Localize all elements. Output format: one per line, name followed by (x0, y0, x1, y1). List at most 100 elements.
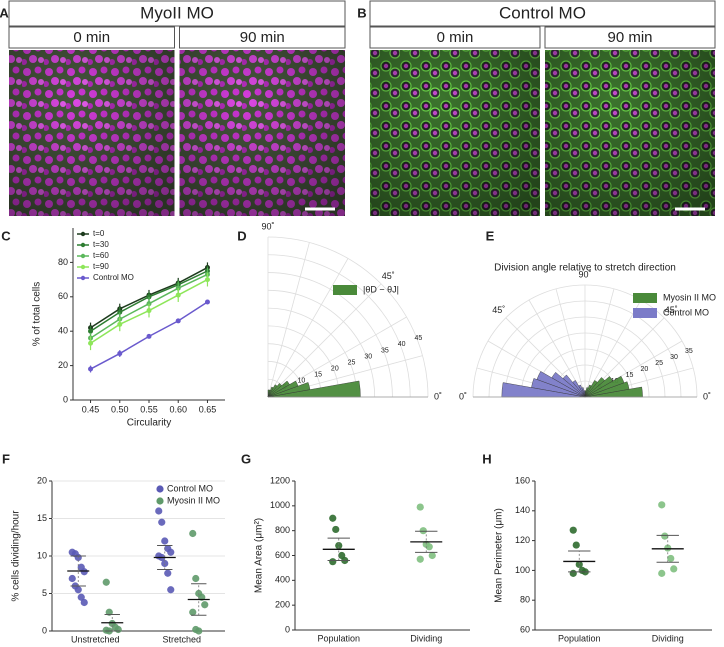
point (117, 321, 123, 327)
point (416, 503, 424, 511)
x-tick-label: Stretched (162, 634, 201, 644)
r-tick-label: 25 (348, 359, 356, 366)
y-tick-label: 400 (275, 575, 290, 585)
point (419, 527, 427, 535)
point (146, 308, 152, 314)
ring (267, 325, 340, 398)
wedge (584, 380, 598, 398)
point (329, 514, 337, 522)
y-axis-label: % cells dividing/hour (11, 510, 22, 602)
spoke (267, 258, 349, 398)
legend-marker (156, 497, 164, 505)
ring (472, 284, 698, 398)
wedge (584, 387, 589, 398)
point (575, 560, 583, 569)
y-tick-label: 1200 (270, 475, 290, 485)
point (80, 568, 88, 576)
r-tick-label: 30 (670, 354, 678, 361)
point (204, 277, 210, 283)
y-tick-label: 0 (285, 624, 290, 634)
point (158, 518, 166, 526)
point (88, 328, 94, 334)
frame-box (369, 26, 541, 49)
point (68, 574, 76, 583)
panel-letter: F (2, 451, 10, 466)
spoke (584, 288, 615, 398)
point (335, 541, 343, 550)
angle-tick-label: 45˚ (382, 271, 395, 281)
point (175, 292, 181, 298)
angle-tick-label: 0˚ (434, 391, 442, 401)
y-axis-label: % of total cells (32, 282, 43, 346)
legend-marker (80, 231, 86, 237)
micrograph-shade (370, 50, 540, 216)
frame-box (179, 26, 346, 49)
chart-title: Division angle relative to stretch direc… (494, 263, 676, 274)
r-tick-label: 45 (414, 335, 422, 342)
angle-tick-label: 0˚ (703, 391, 711, 401)
y-tick-label: 5 (42, 588, 47, 598)
y-axis-label: Mean Area (μm²) (254, 518, 265, 593)
frame-box (8, 26, 175, 49)
legend-label: t=0 (93, 229, 105, 238)
point (569, 526, 577, 534)
wedge (584, 376, 613, 398)
legend-marker (80, 275, 86, 281)
ring (267, 289, 376, 398)
y-tick-label: 20 (58, 360, 68, 370)
angle-tick-label: 90˚ (578, 269, 591, 279)
legend-label: |θD − θJ| (363, 284, 399, 294)
legend-swatch (333, 285, 357, 295)
r-tick-label: 40 (398, 341, 406, 348)
y-tick-label: 40 (58, 326, 68, 336)
legend-marker (156, 485, 164, 493)
x-tick-label: Dividing (652, 633, 684, 643)
legend-label: t=30 (93, 240, 109, 249)
angle-tick-label: 45˚ (665, 305, 678, 315)
point (664, 544, 672, 552)
point (88, 340, 94, 346)
point (670, 565, 678, 573)
wedge (584, 384, 592, 398)
y-tick-label: 10 (37, 550, 47, 560)
x-tick-label: Dividing (410, 633, 442, 643)
title-box (8, 0, 346, 27)
spoke (555, 288, 586, 398)
point (661, 532, 669, 540)
point (161, 537, 169, 545)
x-tick-label: 0.60 (169, 404, 187, 414)
point (201, 601, 209, 609)
point (74, 586, 82, 594)
point (416, 555, 424, 563)
point (77, 593, 85, 601)
point (332, 525, 340, 534)
y-tick-label: 80 (58, 257, 68, 267)
x-tick-label: 0.65 (199, 404, 217, 414)
micrograph-shade (9, 50, 175, 216)
r-tick-label: 15 (626, 372, 634, 379)
point (167, 548, 175, 556)
angle-tick-label: 0˚ (459, 391, 467, 401)
ring (488, 300, 682, 398)
x-tick-label: 0.55 (140, 404, 158, 414)
point (146, 333, 152, 339)
y-tick-label: 80 (520, 595, 530, 605)
panel-letter: C (1, 228, 11, 243)
x-tick-label: 0.45 (82, 404, 100, 414)
panel-title: Control MO (499, 3, 586, 22)
legend-marker (80, 253, 86, 259)
micrograph-shade (545, 50, 715, 216)
wedge (267, 380, 290, 398)
r-tick-label: 35 (685, 348, 693, 355)
point (192, 574, 200, 583)
legend-label: t=90 (93, 262, 109, 271)
y-tick-label: 160 (515, 475, 530, 485)
ring (267, 307, 358, 398)
angle-tick-label: 45˚ (492, 305, 505, 315)
panel-letter: G (241, 451, 251, 466)
point (102, 578, 110, 586)
x-tick-label: Population (317, 633, 360, 643)
wedge (267, 386, 274, 398)
r-tick-label: 10 (298, 378, 306, 385)
